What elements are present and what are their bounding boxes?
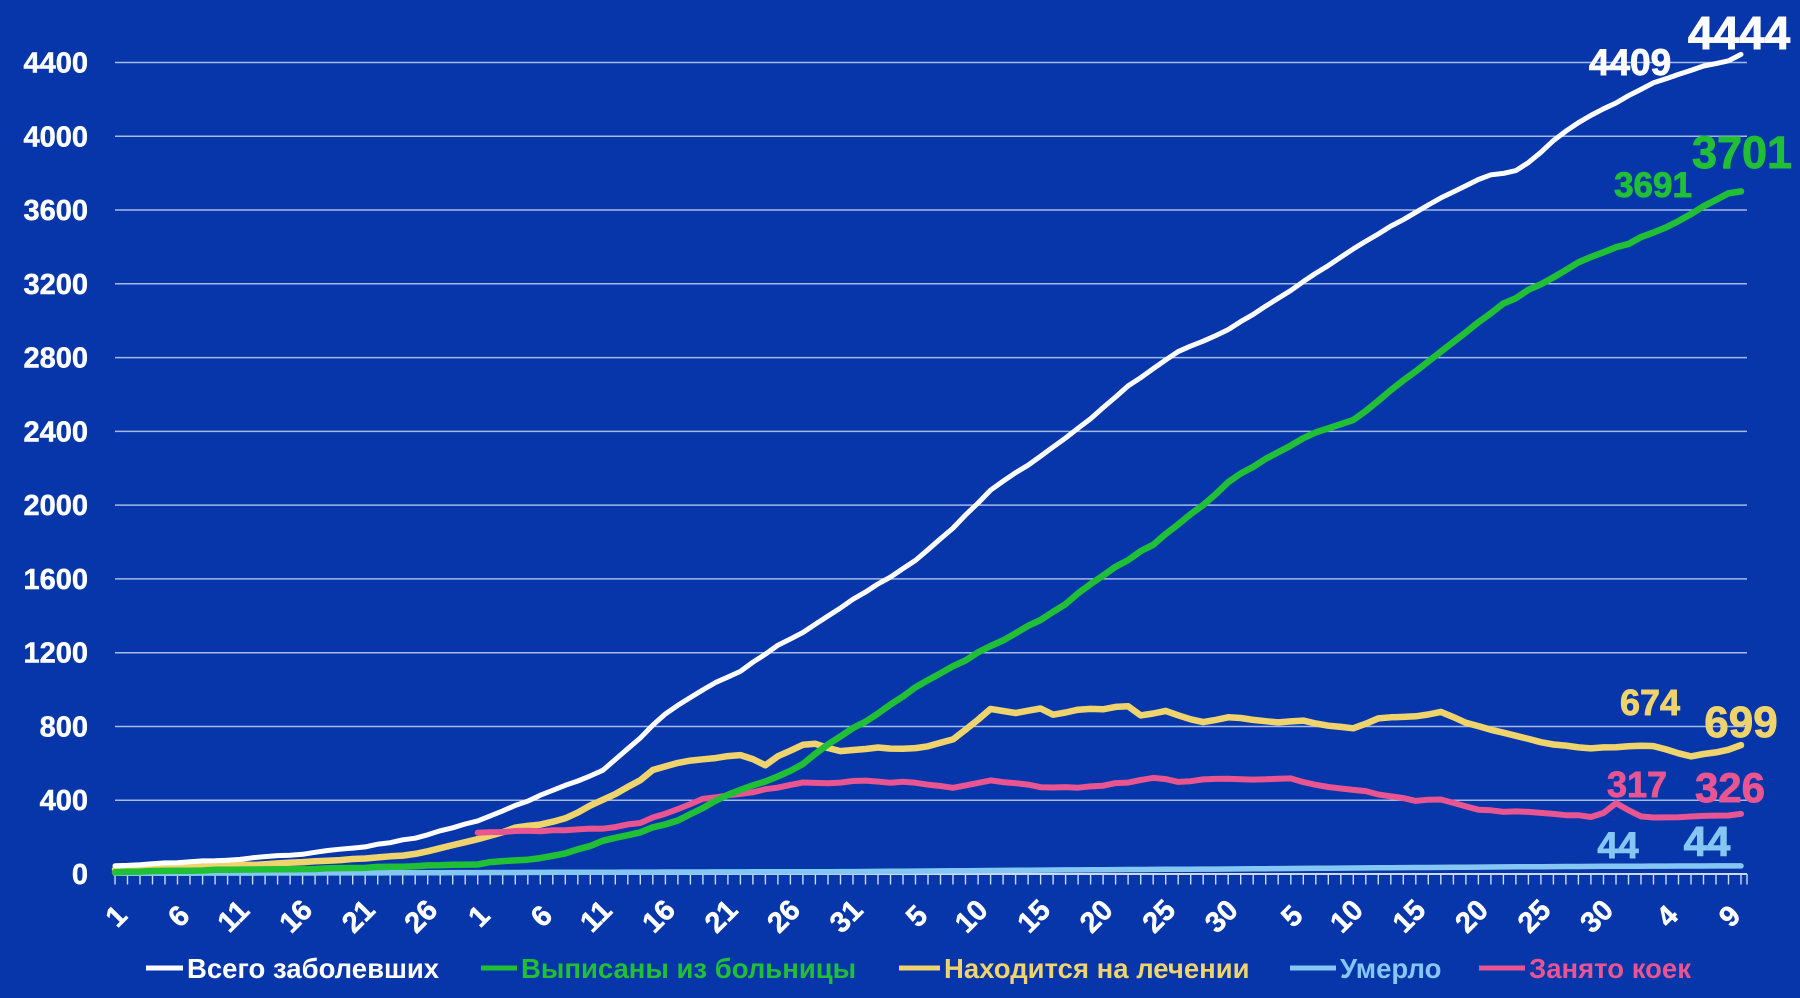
svg-text:Находится на лечении: Находится на лечении — [944, 953, 1250, 984]
svg-text:Умерло: Умерло — [1340, 953, 1441, 984]
svg-text:2400: 2400 — [23, 416, 88, 448]
svg-text:4000: 4000 — [23, 121, 88, 153]
svg-text:0: 0 — [72, 859, 88, 891]
svg-text:2000: 2000 — [23, 490, 88, 522]
svg-text:Всего заболевших: Всего заболевших — [187, 953, 440, 984]
svg-text:3701: 3701 — [1692, 127, 1792, 178]
svg-text:317: 317 — [1607, 764, 1667, 805]
svg-text:800: 800 — [40, 712, 88, 744]
svg-text:1200: 1200 — [23, 638, 88, 670]
svg-text:3600: 3600 — [23, 195, 88, 227]
svg-text:400: 400 — [40, 785, 88, 817]
svg-text:4400: 4400 — [23, 48, 88, 80]
svg-text:44: 44 — [1597, 825, 1639, 866]
svg-text:699: 699 — [1704, 698, 1777, 747]
svg-text:44: 44 — [1684, 818, 1731, 865]
svg-text:4444: 4444 — [1688, 7, 1791, 59]
svg-text:3691: 3691 — [1614, 166, 1692, 205]
svg-text:Выписаны из больницы: Выписаны из больницы — [521, 953, 856, 984]
svg-text:2800: 2800 — [23, 343, 88, 375]
svg-text:3200: 3200 — [23, 269, 88, 301]
svg-text:Занято коек: Занято коек — [1529, 953, 1691, 984]
svg-text:326: 326 — [1695, 764, 1765, 811]
svg-text:4409: 4409 — [1589, 42, 1671, 83]
svg-text:674: 674 — [1620, 682, 1680, 723]
svg-text:1600: 1600 — [23, 564, 88, 596]
